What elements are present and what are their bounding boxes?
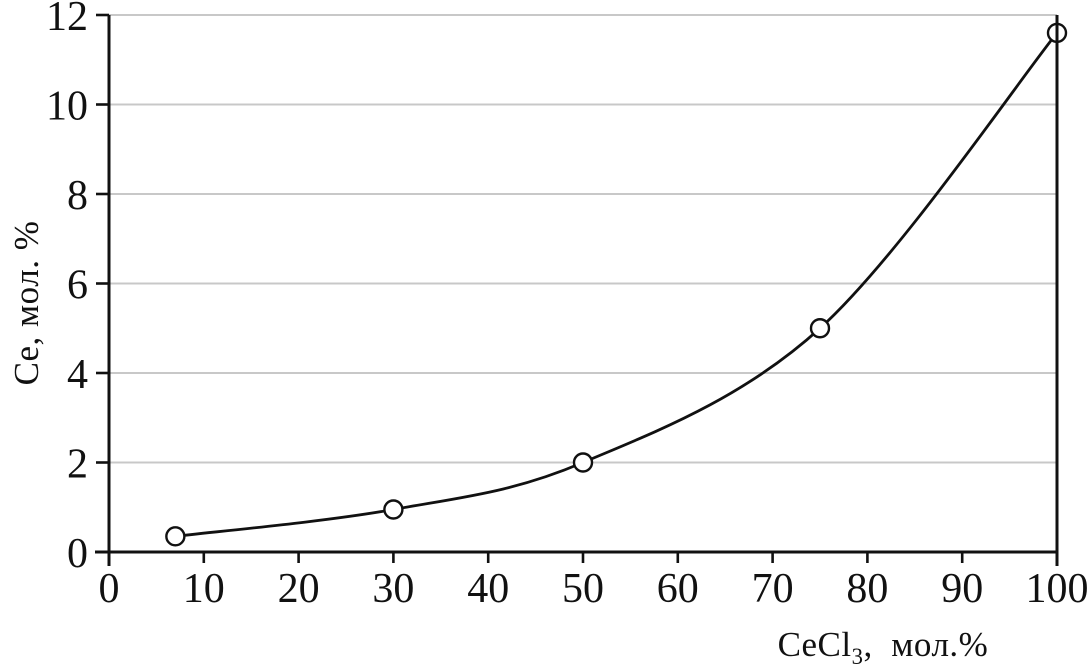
x-tick-label: 0	[99, 566, 120, 612]
x-tick-label: 40	[467, 566, 509, 612]
y-tick-label: 4	[67, 352, 88, 398]
x-tick-label: 20	[278, 566, 320, 612]
y-tick-label: 10	[46, 84, 88, 130]
x-tick-label: 30	[372, 566, 414, 612]
data-point-marker	[165, 526, 186, 547]
x-tick-label: 10	[183, 566, 225, 612]
x-tick-label: 60	[657, 566, 699, 612]
y-tick-label: 12	[46, 0, 88, 40]
x-tick-label: 100	[1026, 566, 1087, 612]
y-axis-label-text: Ce, мол. %	[7, 220, 46, 386]
x-tick-label: 50	[562, 566, 604, 612]
x-tick-label: 80	[846, 566, 888, 612]
x-axis-label-units: , мол.%	[863, 625, 989, 664]
y-tick-label: 8	[67, 173, 88, 219]
x-tick-label: 90	[941, 566, 983, 612]
y-tick-label: 0	[67, 531, 88, 577]
x-axis-label: CeCl3, мол.%	[777, 625, 989, 668]
data-point-marker	[572, 452, 594, 473]
x-axis-label-subscript: 3	[851, 644, 864, 669]
y-axis-label: Ce, мол. %	[7, 221, 47, 386]
x-tick-label: 70	[752, 566, 794, 612]
data-point-marker	[809, 318, 831, 339]
y-tick-label: 2	[67, 442, 88, 488]
y-tick-label: 6	[67, 263, 88, 309]
data-series-curve	[175, 32, 1059, 538]
data-point-marker	[383, 499, 404, 520]
x-axis-label-formula: CeCl	[777, 625, 852, 664]
